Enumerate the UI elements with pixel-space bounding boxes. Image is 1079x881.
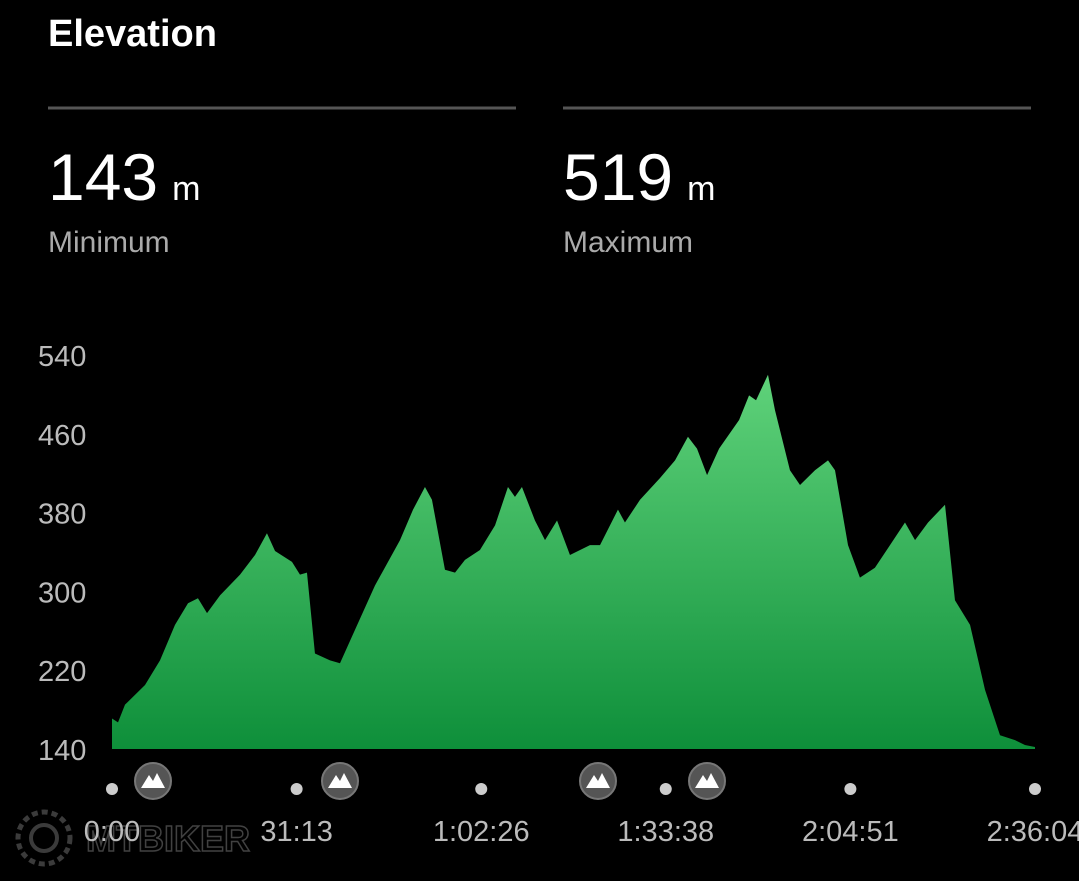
stat-unit: m: [687, 170, 715, 208]
elevation-area: [112, 374, 1035, 749]
y-tick-label: 460: [38, 420, 86, 452]
climb-icon-glyph: [695, 773, 719, 788]
x-tick-dot: [290, 783, 303, 795]
y-tick-label: 300: [38, 577, 86, 609]
y-tick-label: 380: [38, 499, 86, 531]
stat-unit: m: [172, 170, 200, 208]
stat-label: Minimum: [48, 226, 170, 259]
x-tick-label: 31:13: [260, 816, 333, 848]
climb-icon-glyph: [328, 773, 352, 788]
watermark: MTBIKER: [15, 809, 251, 867]
x-tick-dot: [659, 783, 672, 795]
x-tick-label: 1:02:26: [433, 816, 530, 848]
x-tick-label: 2:04:51: [802, 816, 899, 848]
stat: 143 m: [48, 140, 200, 214]
climb-icon-glyph: [141, 773, 165, 788]
x-tick-dot: [844, 783, 857, 795]
watermark-logo: [15, 809, 73, 867]
watermark-logo: [29, 823, 59, 853]
y-tick-label: 220: [38, 656, 86, 688]
climb-icon-glyph: [586, 773, 610, 788]
y-tick-label: 140: [38, 735, 86, 767]
x-tick-label: 0:00: [84, 816, 140, 848]
y-tick-label: 540: [38, 341, 86, 373]
stat-label: Maximum: [563, 226, 693, 259]
stat-value: 143: [48, 140, 158, 214]
title: Elevation: [48, 13, 217, 55]
climb-icons: [134, 762, 726, 800]
watermark-text: MTBIKER: [86, 818, 250, 859]
stat: 519 m: [563, 140, 715, 214]
x-tick-label: 1:33:38: [617, 816, 714, 848]
x-tick-dot: [1029, 783, 1041, 795]
x-tick-label: 2:36:04: [987, 816, 1079, 848]
x-tick-dot: [475, 783, 488, 795]
stat-value: 519: [563, 140, 673, 214]
x-tick-dot: [106, 783, 118, 795]
